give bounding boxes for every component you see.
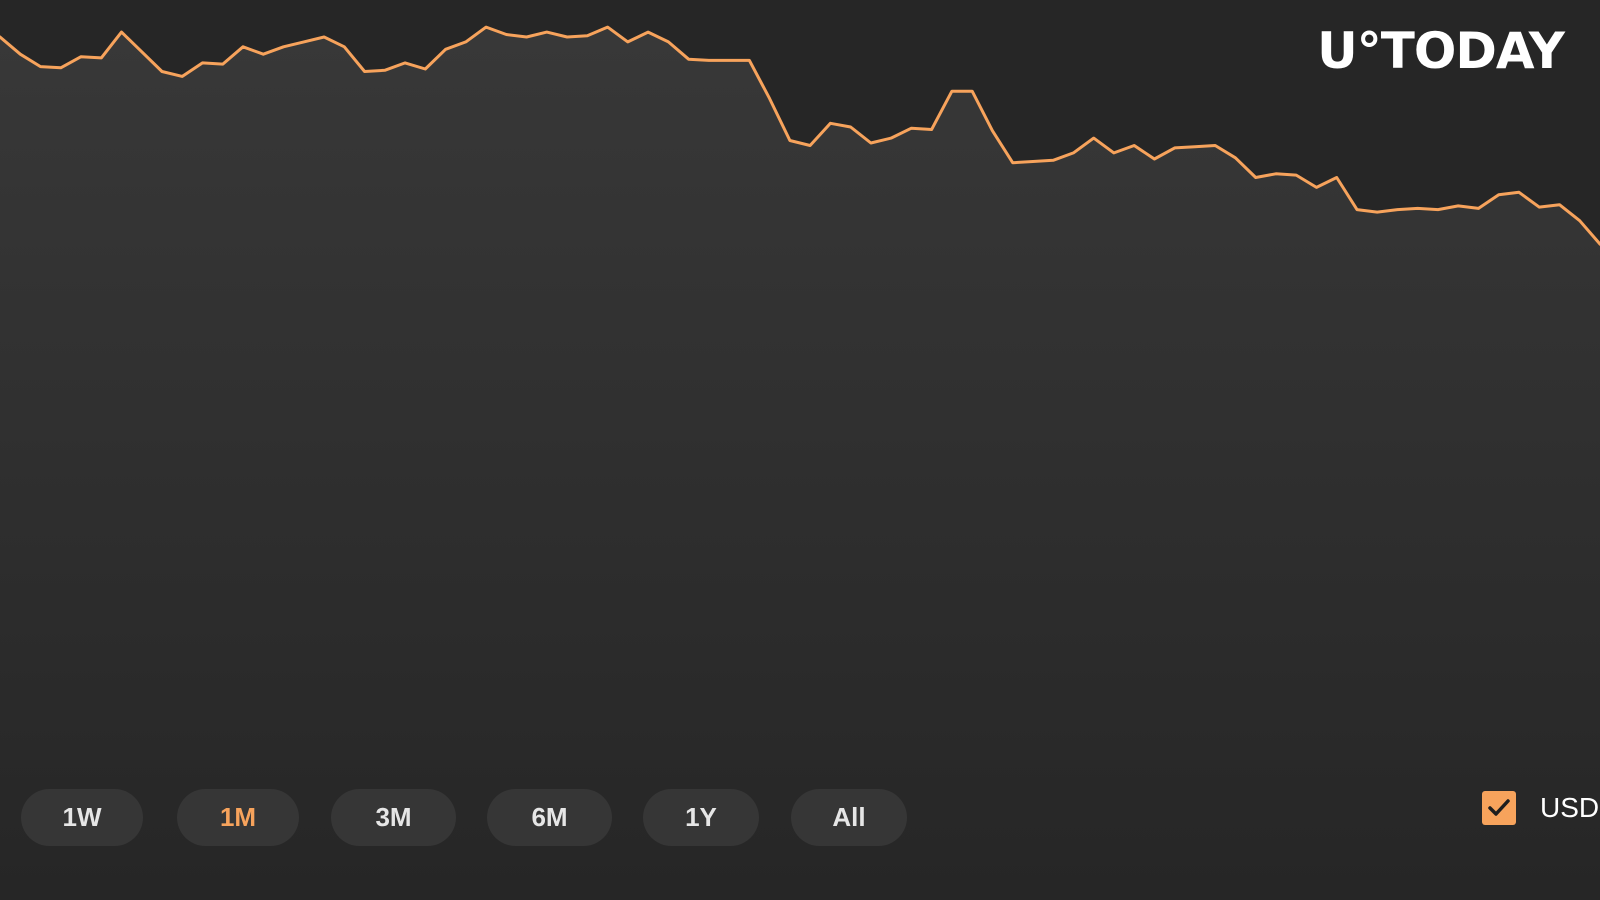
range-button-all[interactable]: All <box>791 789 907 846</box>
range-button-1y[interactable]: 1Y <box>643 789 759 846</box>
usd-checkbox[interactable] <box>1482 791 1516 825</box>
utoday-logo: U°TODAY <box>1317 22 1565 80</box>
price-line <box>0 25 1600 246</box>
range-button-1m[interactable]: 1M <box>177 789 299 846</box>
range-button-6m[interactable]: 6M <box>487 789 612 846</box>
currency-toggle[interactable]: USD <box>1482 791 1599 825</box>
range-button-3m[interactable]: 3M <box>331 789 456 846</box>
checkmark-icon <box>1488 799 1510 816</box>
range-button-1w[interactable]: 1W <box>21 789 143 846</box>
price-area-fill <box>0 27 1600 900</box>
currency-label: USD <box>1540 792 1600 823</box>
